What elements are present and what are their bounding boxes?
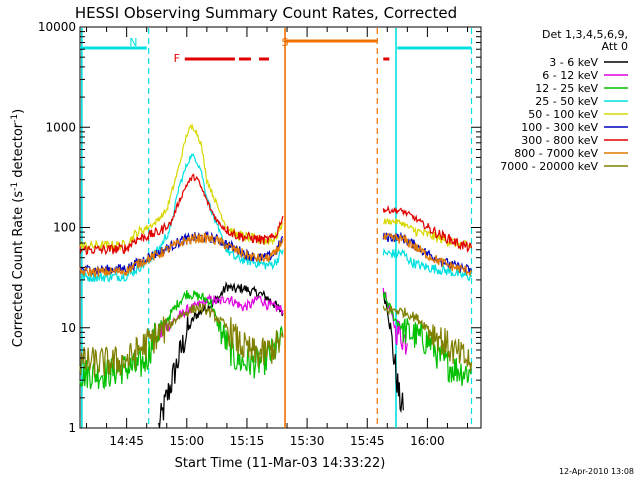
flag-bars [80,39,472,61]
legend-entry-label: 800 - 7000 keV [514,147,598,160]
y-axis-label: Corrected Count Rate (s-1 detector-1) [10,109,26,347]
x-tick-label: 15:30 [290,434,325,448]
x-tick-label: 14:45 [109,434,144,448]
flag-label-N: N [129,36,137,49]
y-axis-label-sup1: -1 [10,182,20,191]
y-axis: 1 10 100 1000 10000 [38,20,481,435]
x-tick-label: 15:45 [350,434,385,448]
series-line-8 [382,305,473,373]
series-line-6 [382,204,473,253]
chart-title: HESSI Observing Summary Count Rates, Cor… [75,4,457,22]
legend-entry-label: 50 - 100 keV [528,108,598,121]
series-line-3 [382,247,473,282]
legend-entry-label: 6 - 12 keV [542,69,598,82]
timestamp: 12-Apr-2010 13:08 [559,467,634,476]
series-lines [79,123,473,429]
y-tick-label: 100 [53,221,76,235]
series-line-4 [79,123,284,252]
series-line-7 [79,232,284,279]
legend-header-line1: Det 1,3,4,5,6,9, [542,28,628,41]
series-line-0 [158,281,284,429]
legend-entry-label: 7000 - 20000 keV [500,160,598,173]
flag-label-F: F [174,52,180,65]
y-tick-label: 1000 [45,120,76,134]
x-axis: 14:45 15:00 15:15 15:30 15:45 16:00 [86,27,468,448]
flag-annotations: N F S [129,36,288,65]
series-line-5 [79,230,284,276]
y-tick-label: 10000 [38,20,76,34]
legend-entry-label: 3 - 6 keV [549,56,598,69]
series-line-3 [79,152,284,283]
flag-label-S: S [282,36,289,49]
series-line-8 [79,301,284,378]
x-tick-label: 15:00 [170,434,205,448]
legend-header-line2: Att 0 [602,40,628,53]
legend-entry-label: 100 - 300 keV [521,121,598,134]
legend-entry-label: 300 - 800 keV [521,134,598,147]
y-tick-label: 1 [68,421,76,435]
x-tick-label: 15:15 [230,434,265,448]
x-tick-label: 16:00 [410,434,445,448]
series-line-6 [79,173,284,256]
y-axis-label-main: Corrected Count Rate (s [11,191,26,348]
y-axis-label-mid: detector [11,122,26,182]
y-axis-label-sup2: -1 [10,114,20,123]
legend-entry-label: 12 - 25 keV [535,82,598,95]
y-axis-label-end: ) [11,109,26,114]
y-tick-label: 10 [61,321,76,335]
x-axis-label: Start Time (11-Mar-03 14:33:22) [175,456,386,471]
series-line-7 [382,232,473,276]
series-line-0 [382,289,404,414]
series-line-1 [158,293,284,341]
legend-entry-label: 25 - 50 keV [535,95,598,108]
series-line-2 [382,292,472,386]
